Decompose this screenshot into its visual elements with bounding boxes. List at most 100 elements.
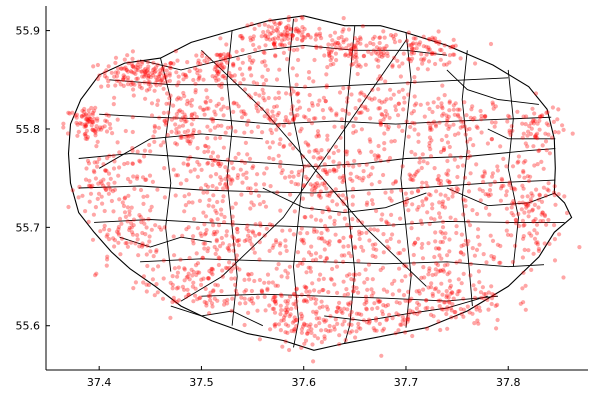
data-point xyxy=(220,274,225,279)
data-point xyxy=(384,123,389,128)
data-point xyxy=(104,129,110,134)
data-point xyxy=(325,133,330,138)
data-point xyxy=(229,160,234,165)
data-point xyxy=(394,311,399,316)
data-point xyxy=(542,213,548,219)
data-point xyxy=(327,53,332,58)
data-point xyxy=(378,267,383,273)
data-point xyxy=(442,205,448,210)
data-point xyxy=(295,107,300,112)
data-point xyxy=(426,36,431,42)
data-point xyxy=(439,104,444,109)
data-point xyxy=(336,40,341,46)
data-point xyxy=(294,287,299,292)
data-point xyxy=(240,72,245,77)
data-point xyxy=(547,151,553,156)
data-point xyxy=(129,221,134,226)
data-point xyxy=(230,296,235,301)
data-point xyxy=(444,62,449,67)
data-point xyxy=(284,91,289,96)
data-point xyxy=(146,217,151,222)
data-point xyxy=(515,109,520,114)
data-point xyxy=(447,124,452,129)
data-point xyxy=(272,324,278,329)
data-point xyxy=(445,172,450,177)
data-point xyxy=(289,36,294,41)
data-point xyxy=(368,172,373,177)
data-point xyxy=(201,210,206,215)
data-point xyxy=(274,127,279,132)
data-point xyxy=(270,37,275,42)
data-point xyxy=(379,112,384,117)
data-point xyxy=(202,232,208,237)
data-point xyxy=(381,117,386,122)
data-point xyxy=(400,61,405,66)
data-point xyxy=(85,135,90,140)
data-point xyxy=(438,57,443,62)
data-point xyxy=(280,43,285,48)
data-point xyxy=(208,128,213,133)
data-point xyxy=(243,140,248,145)
data-point xyxy=(342,163,347,168)
data-point xyxy=(431,314,436,319)
data-point xyxy=(201,241,206,246)
data-point xyxy=(427,106,432,111)
data-point xyxy=(148,75,153,80)
data-point xyxy=(552,223,557,228)
data-point xyxy=(231,61,236,66)
data-point xyxy=(539,159,544,164)
data-point xyxy=(157,225,162,230)
data-point xyxy=(341,201,346,206)
data-point xyxy=(447,300,452,305)
data-point xyxy=(172,298,177,303)
data-point xyxy=(377,179,382,185)
data-point xyxy=(560,123,565,128)
data-point xyxy=(152,293,157,298)
data-point xyxy=(275,113,280,118)
data-point xyxy=(501,156,506,161)
data-point xyxy=(215,229,220,234)
data-point xyxy=(437,211,442,216)
data-point xyxy=(340,107,345,113)
data-point xyxy=(84,128,89,133)
data-point xyxy=(351,289,356,294)
data-point xyxy=(306,265,311,270)
data-point xyxy=(410,333,415,339)
x-tick-label: 37.8 xyxy=(496,376,521,389)
data-point xyxy=(378,118,383,124)
data-point xyxy=(380,112,385,117)
data-point xyxy=(212,157,217,162)
data-point xyxy=(151,60,156,65)
data-point xyxy=(279,318,284,323)
data-point xyxy=(314,33,319,38)
data-point xyxy=(242,87,248,92)
data-point xyxy=(286,15,291,20)
data-point xyxy=(521,170,526,175)
data-point xyxy=(289,306,294,311)
data-point xyxy=(349,46,354,52)
data-point xyxy=(349,42,354,47)
data-point xyxy=(385,51,390,56)
data-point xyxy=(337,43,342,48)
data-point xyxy=(339,34,344,40)
data-point xyxy=(148,208,153,213)
data-point xyxy=(400,314,405,320)
data-point xyxy=(412,94,417,99)
data-point xyxy=(523,283,528,288)
data-point xyxy=(457,107,462,112)
data-point xyxy=(186,200,191,205)
data-point xyxy=(143,66,148,72)
data-point xyxy=(312,288,317,293)
data-point xyxy=(204,303,209,308)
data-point xyxy=(227,70,232,76)
data-point xyxy=(326,155,332,160)
data-point xyxy=(251,34,256,39)
data-point xyxy=(142,74,147,79)
data-point xyxy=(444,311,449,317)
data-point xyxy=(213,64,218,70)
data-point xyxy=(270,223,275,228)
data-point xyxy=(235,226,240,232)
data-point xyxy=(255,81,260,86)
data-point xyxy=(124,240,129,246)
data-point xyxy=(142,221,147,226)
